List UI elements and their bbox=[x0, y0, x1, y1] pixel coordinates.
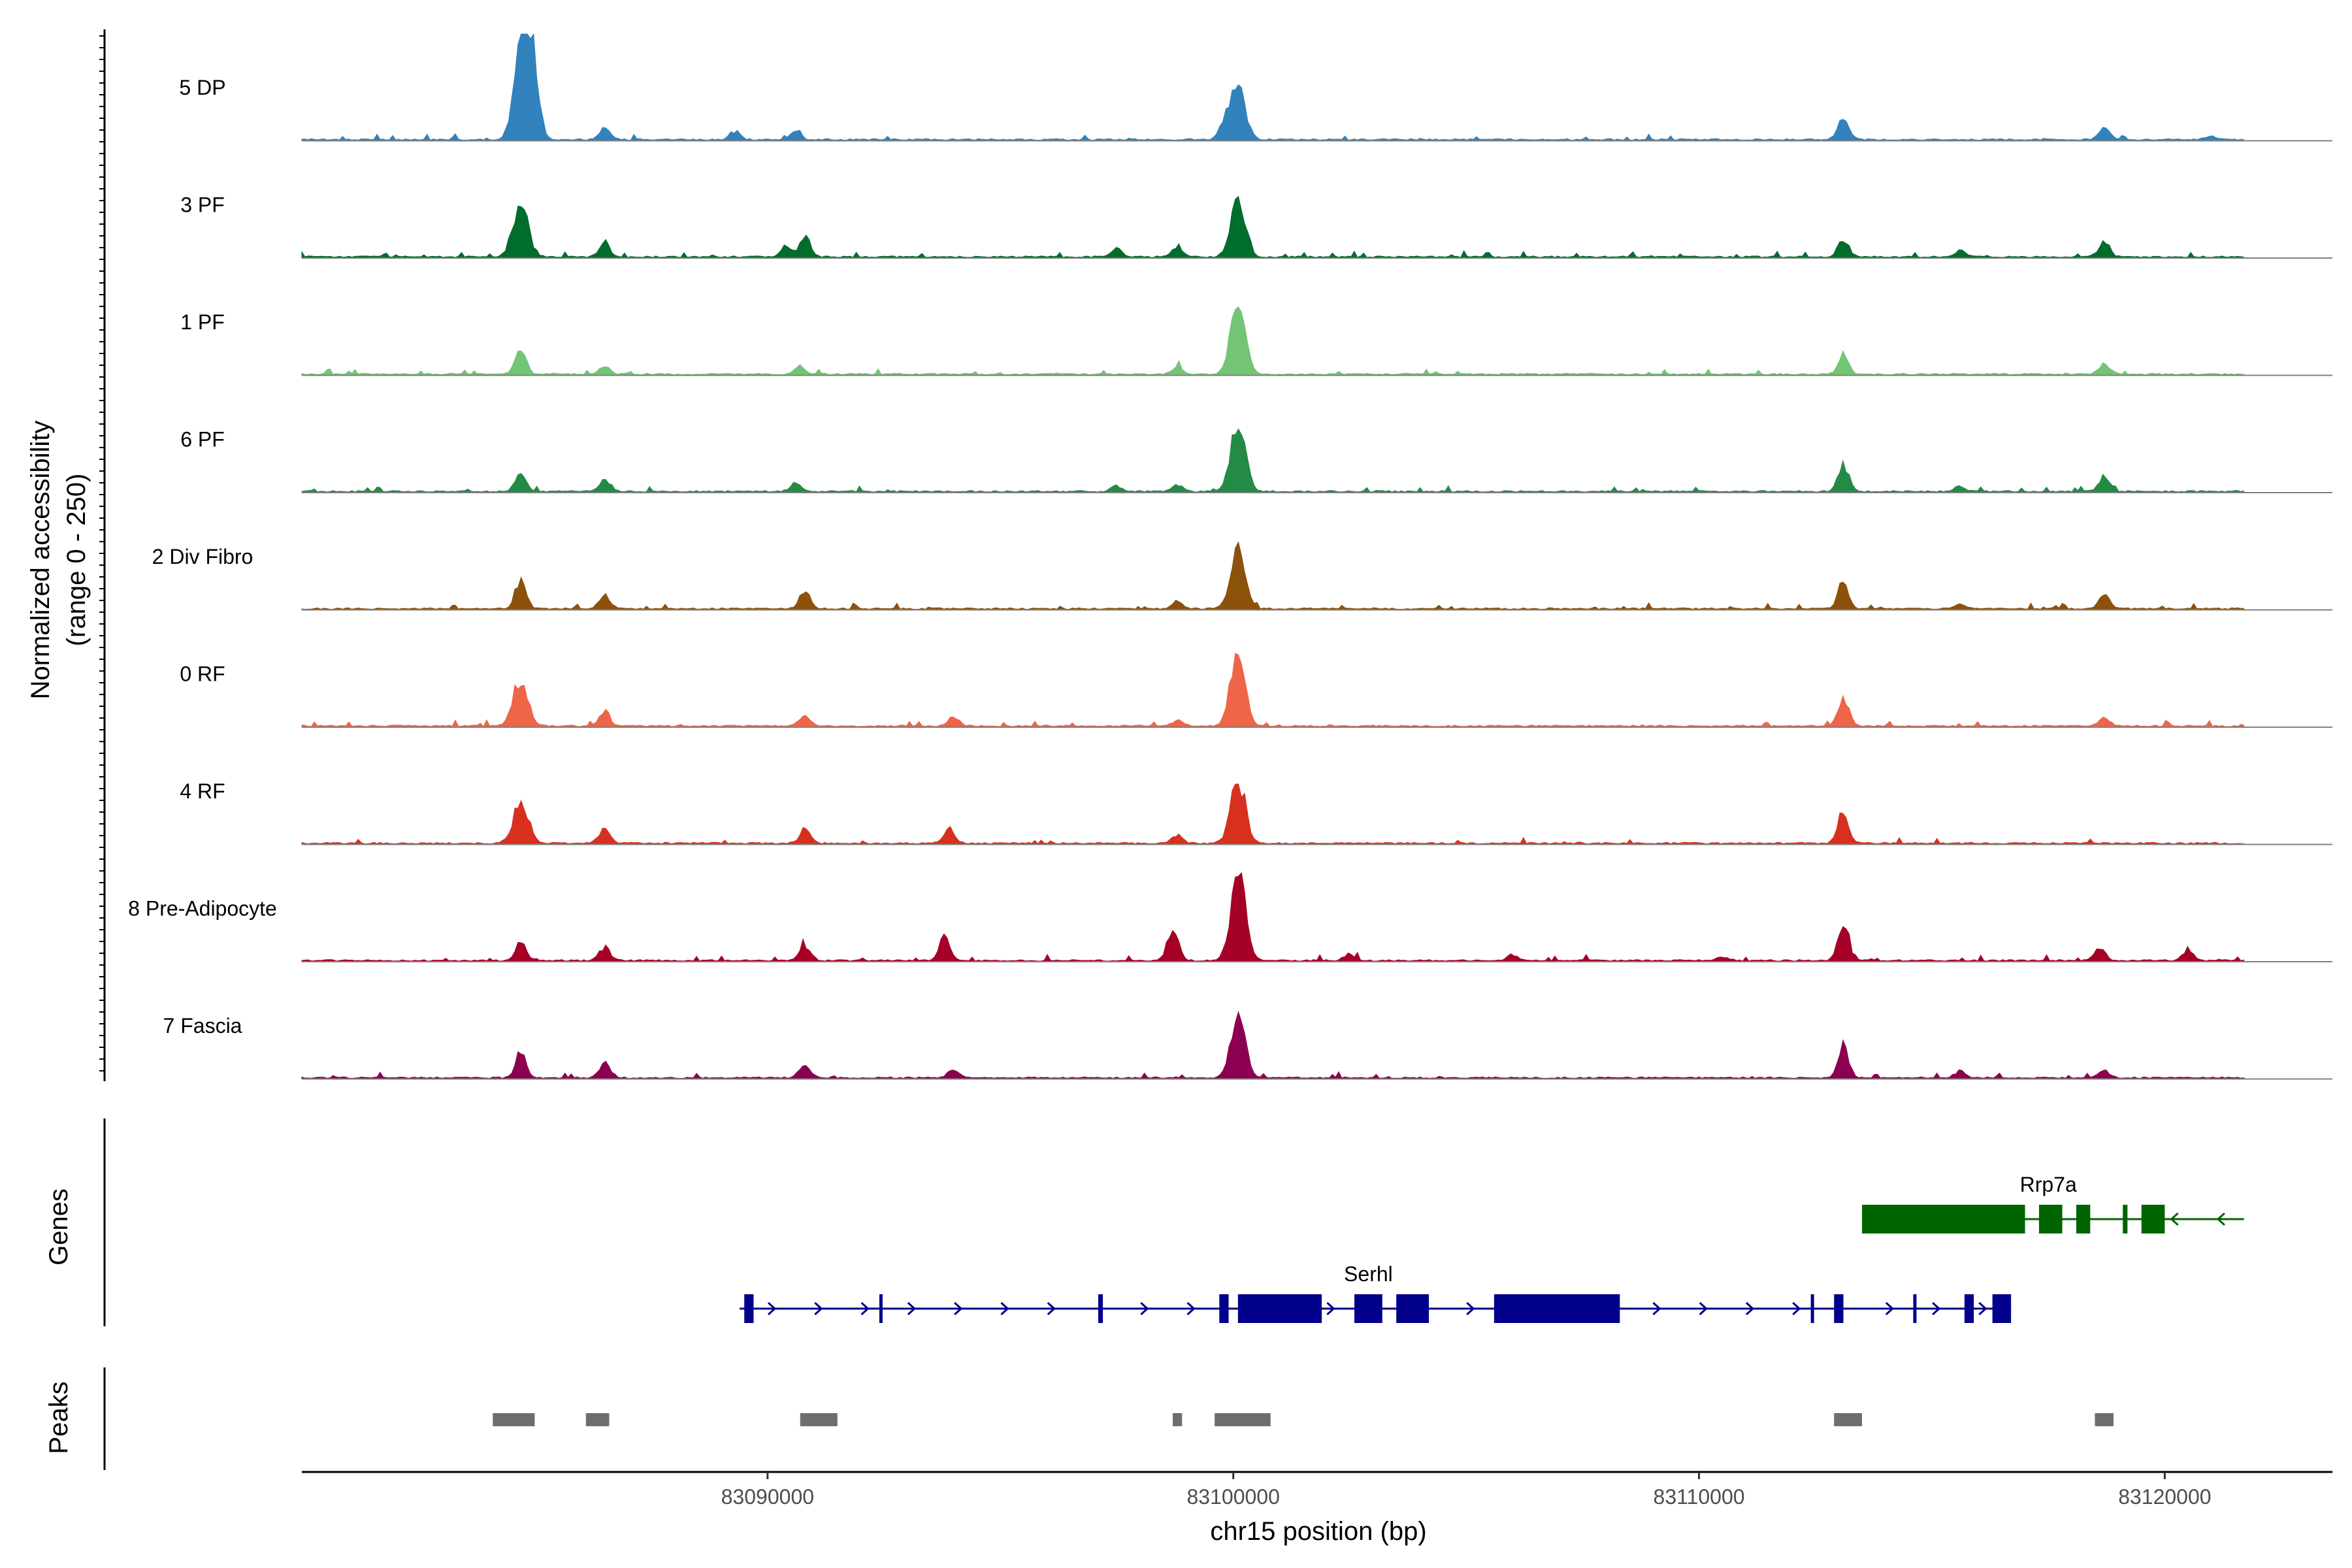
strand-arrow bbox=[1047, 1301, 1056, 1316]
y-axis-title-line1: Normalized accessibility bbox=[26, 421, 55, 700]
gene-exon bbox=[2038, 1205, 2063, 1233]
coverage-track: 1 PF bbox=[180, 306, 2332, 376]
gene-exon bbox=[1992, 1294, 2012, 1323]
gene: Rrp7a bbox=[1862, 1173, 2244, 1233]
track-label: 8 Pre-Adipocyte bbox=[128, 897, 277, 921]
strand-arrow bbox=[814, 1301, 823, 1316]
gene-exon bbox=[2123, 1205, 2128, 1233]
coverage-area bbox=[301, 653, 2245, 728]
track-label: 1 PF bbox=[180, 310, 225, 334]
coverage-area bbox=[301, 872, 2245, 962]
strand-arrow bbox=[1186, 1301, 1196, 1316]
strand-arrow bbox=[1745, 1301, 1755, 1316]
strand-arrow bbox=[1792, 1301, 1801, 1316]
track-label: 6 PF bbox=[180, 428, 225, 451]
strand-arrow bbox=[1932, 1301, 1941, 1316]
peak-region bbox=[2095, 1413, 2114, 1426]
peak-region bbox=[585, 1413, 610, 1426]
genes-track: Rrp7a Serhl bbox=[103, 1119, 2244, 1326]
coverage-track: 8 Pre-Adipocyte bbox=[128, 872, 2332, 962]
peak-region bbox=[1215, 1413, 1271, 1426]
coverage-area bbox=[301, 195, 2245, 259]
track-label: 0 RF bbox=[180, 662, 225, 686]
gene-exon bbox=[1219, 1294, 1229, 1323]
x-tick-label: 83120000 bbox=[2118, 1485, 2211, 1509]
peaks-track-title: Peaks bbox=[44, 1381, 73, 1454]
peak-region bbox=[1173, 1413, 1183, 1426]
strand-arrow bbox=[907, 1301, 917, 1316]
gene-exon bbox=[1964, 1294, 1974, 1323]
coverage-track: 7 Fascia bbox=[163, 1010, 2332, 1080]
gene-exon bbox=[744, 1294, 754, 1323]
x-axis: 83090000 83100000 83110000 83120000 bbox=[302, 1471, 2332, 1509]
x-axis-title: chr15 position (bp) bbox=[1210, 1517, 1426, 1546]
coverage-track: 5 DP bbox=[179, 33, 2332, 142]
gene-exon bbox=[1834, 1294, 1844, 1323]
track-label: 3 PF bbox=[180, 193, 225, 217]
coverage-area bbox=[301, 306, 2245, 376]
gene-exon bbox=[1354, 1294, 1382, 1323]
coverage-track: 0 RF bbox=[180, 653, 2332, 728]
coverage-area bbox=[301, 33, 2245, 141]
strand-arrow bbox=[1652, 1301, 1661, 1316]
strand-arrow bbox=[1326, 1301, 1335, 1316]
strand-arrow bbox=[1978, 1301, 1987, 1316]
strand-arrow bbox=[1699, 1301, 1708, 1316]
track-label: 4 RF bbox=[180, 779, 225, 803]
x-tick-label: 83110000 bbox=[1654, 1485, 1745, 1509]
strand-arrow bbox=[2216, 1212, 2225, 1226]
track-label: 7 Fascia bbox=[163, 1014, 242, 1037]
strand-arrow bbox=[860, 1301, 870, 1316]
peaks-track bbox=[103, 1367, 2114, 1470]
gene-exon bbox=[879, 1294, 883, 1323]
coverage-track: 3 PF bbox=[180, 193, 2332, 259]
gene-name: Serhl bbox=[1344, 1262, 1393, 1286]
gene-exon bbox=[2141, 1205, 2165, 1233]
coverage-area bbox=[301, 541, 2245, 610]
gene-exon bbox=[1862, 1205, 2025, 1233]
y-axis-title-line2: (range 0 - 250) bbox=[62, 474, 91, 647]
track-label: 2 Div Fibro bbox=[152, 545, 253, 568]
strand-arrow bbox=[1466, 1301, 1475, 1316]
track-label: 5 DP bbox=[179, 76, 225, 99]
coverage-track: 4 RF bbox=[180, 779, 2332, 845]
genes-track-title: Genes bbox=[44, 1188, 73, 1266]
coverage-area bbox=[301, 428, 2245, 493]
gene-exon bbox=[1237, 1294, 1322, 1323]
coverage-track: 6 PF bbox=[180, 428, 2332, 493]
strand-arrow bbox=[1140, 1301, 1149, 1316]
peak-region bbox=[800, 1413, 838, 1426]
strand-arrow bbox=[954, 1301, 963, 1316]
gene-exon bbox=[1098, 1294, 1103, 1323]
coverage-y-axis bbox=[99, 29, 106, 1081]
gene-name: Rrp7a bbox=[2020, 1173, 2077, 1196]
peak-region bbox=[1834, 1413, 1863, 1426]
peak-region bbox=[493, 1413, 535, 1426]
strand-arrow bbox=[767, 1301, 777, 1316]
x-tick-label: 83090000 bbox=[721, 1485, 814, 1509]
y-axis-title: Normalized accessibility (range 0 - 250) bbox=[26, 421, 91, 700]
gene-exon bbox=[1396, 1294, 1429, 1323]
coverage-area bbox=[301, 783, 2245, 845]
strand-arrow bbox=[1885, 1301, 1895, 1316]
coverage-track: 2 Div Fibro bbox=[152, 541, 2332, 611]
gene-exon bbox=[1913, 1294, 1917, 1323]
strand-arrow bbox=[2170, 1212, 2179, 1226]
coverage-area bbox=[301, 1010, 2245, 1079]
gene-exon bbox=[1494, 1294, 1620, 1323]
gene-exon bbox=[1810, 1294, 1814, 1323]
gene-exon bbox=[2076, 1205, 2091, 1233]
x-tick-label: 83100000 bbox=[1187, 1485, 1280, 1509]
strand-arrow bbox=[1000, 1301, 1009, 1316]
gene: Serhl bbox=[740, 1262, 2012, 1323]
coverage-tracks: 5 DP 3 PF 1 PF 6 PF 2 Div Fibro 0 RF 4 RF 8 Pre… bbox=[128, 33, 2332, 1080]
